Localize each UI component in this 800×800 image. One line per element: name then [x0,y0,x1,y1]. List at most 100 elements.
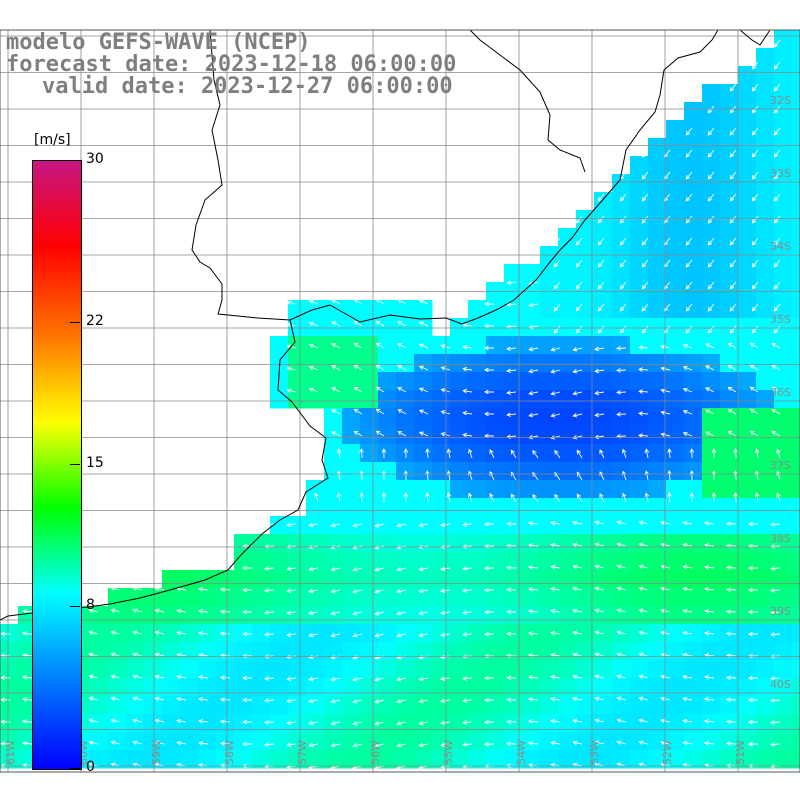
wind-speed-cell [468,696,487,715]
wind-arrow [572,740,583,746]
wind-speed-cell [792,552,800,571]
wind-speed-cell [576,462,595,481]
wind-speed-cell [630,462,649,481]
wind-arrow [264,588,275,593]
wind-speed-cell [540,606,559,625]
wind-arrow [616,630,627,635]
wind-speed-cell [666,570,685,589]
wind-speed-cell [126,606,145,625]
wind-speed-cell [360,714,379,733]
wind-speed-cell [630,750,649,769]
wind-speed-field [0,30,800,769]
wind-arrow [685,171,693,180]
wind-speed-cell [234,624,253,643]
wind-speed-cell [792,192,800,211]
wind-speed-cell [576,480,595,499]
wind-speed-cell [252,678,271,697]
wind-speed-cell [180,678,199,697]
wind-speed-cell [594,534,613,553]
wind-arrow [242,587,253,593]
wind-arrow [749,364,759,371]
wind-speed-cell [306,480,325,499]
wind-speed-cell [720,264,739,283]
wind-arrow [641,193,649,202]
wind-speed-cell [720,84,739,103]
wind-speed-cell [756,444,775,463]
wind-speed-cell [360,354,379,373]
wind-arrow [638,696,649,701]
wind-speed-cell [396,570,415,589]
wind-speed-cell [540,714,559,733]
wind-arrow [572,564,583,570]
wind-speed-cell [792,750,800,769]
wind-speed-cell [432,444,451,463]
wind-speed-cell [738,696,757,715]
wind-speed-cell [540,696,559,715]
wind-arrow [375,430,385,437]
wind-speed-cell [558,390,577,409]
wind-speed-cell [324,480,343,499]
wind-speed-cell [720,534,739,553]
wind-speed-cell [540,732,559,751]
wind-speed-cell [522,570,541,589]
wind-speed-cell [468,372,487,391]
wind-arrow [682,630,693,636]
wind-speed-cell [108,606,127,625]
wind-speed-cell [666,480,685,499]
wind-speed-cell [450,480,469,499]
wind-speed-cell [486,372,505,391]
wind-speed-cell [594,228,613,247]
wind-speed-cell [792,498,800,517]
wind-speed-cell [774,426,793,445]
wind-speed-cell [576,498,595,517]
wind-speed-cell [468,588,487,607]
wind-speed-cell [774,30,793,49]
wind-speed-cell [468,354,487,373]
wind-arrow [528,609,539,614]
latitude-label: 39S [770,605,791,618]
wind-speed-cell [468,462,487,481]
wind-speed-cell [324,750,343,769]
wind-arrow [132,652,143,657]
wind-speed-cell [756,588,775,607]
longitude-label: 57W [296,740,309,765]
wind-speed-cell [702,192,721,211]
wind-speed-cell [612,516,631,535]
wind-arrow [704,719,715,724]
wind-speed-cell [540,660,559,679]
wind-speed-cell [684,210,703,229]
wind-speed-cell [540,534,559,553]
wind-arrow [154,718,165,724]
wind-arrow [704,741,715,746]
wind-arrow [418,632,429,638]
wind-speed-cell [612,444,631,463]
wind-speed-cell [270,570,289,589]
wind-speed-cell [288,732,307,751]
wind-speed-cell [774,264,793,283]
wind-speed-cell [468,390,487,409]
wind-speed-cell [360,750,379,769]
wind-speed-cell [738,534,757,553]
wind-speed-cell [558,570,577,589]
longitude-label: 56W [369,740,382,765]
wind-arrow [776,448,781,459]
wind-arrow [667,470,672,481]
wind-arrow [176,652,187,658]
wind-speed-cell [414,678,433,697]
wind-speed-cell [342,372,361,391]
wind-speed-cell [720,678,739,697]
wind-arrow [375,386,385,393]
wind-arrow [572,608,583,614]
wind-speed-cell [180,606,199,625]
wind-arrow [554,493,561,503]
wind-arrow [638,389,649,394]
wind-speed-cell [504,498,523,517]
wind-arrow [621,448,627,459]
wind-speed-cell [792,318,800,337]
wind-speed-cell [630,390,649,409]
longitude-labels: 61W 60W 59W 58W 57W 56W 55W 54W 53W 52W 51W [4,740,747,765]
wind-speed-cell [396,606,415,625]
wind-arrow [506,697,517,703]
wind-speed-cell [468,408,487,427]
wind-speed-cell [666,354,685,373]
